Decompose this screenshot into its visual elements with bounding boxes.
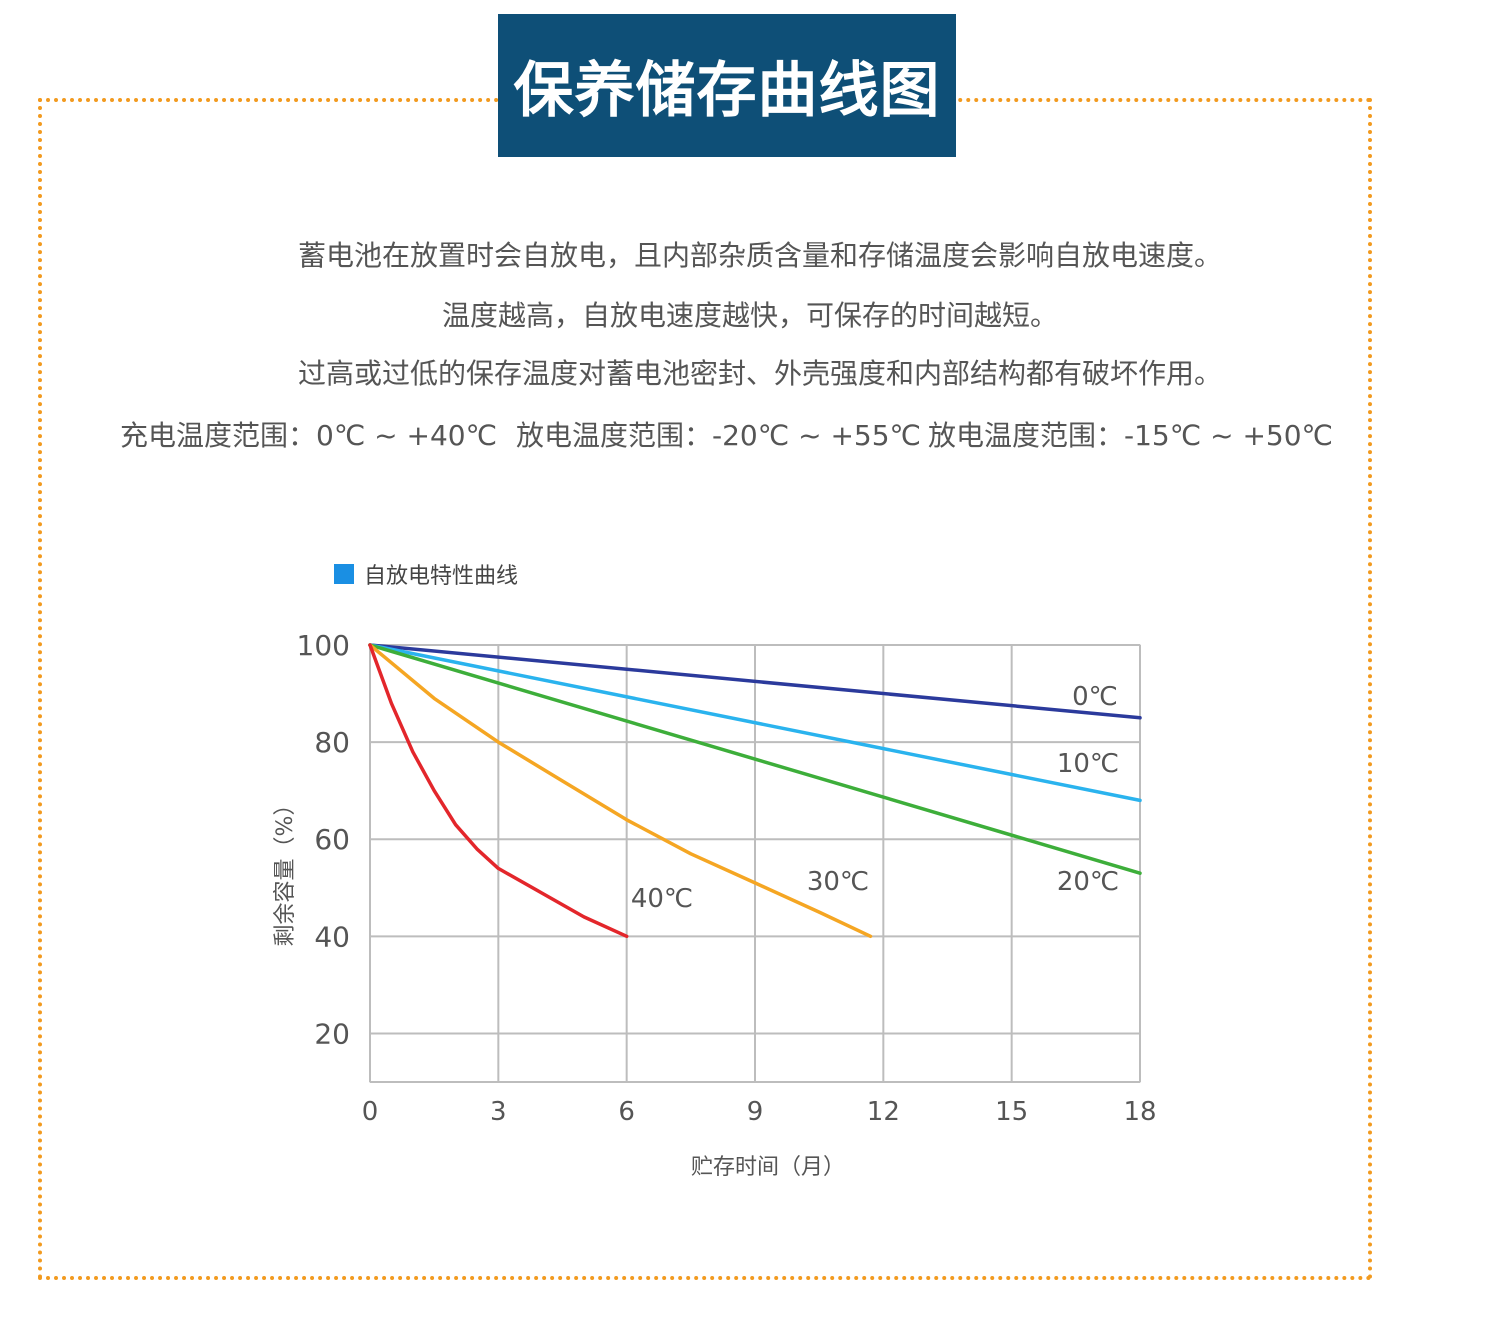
x-tick-label: 18 (1123, 1097, 1156, 1127)
x-tick-label: 12 (867, 1097, 900, 1127)
charge-range: 充电温度范围：0℃ ~ +40℃ (120, 419, 498, 452)
page-title: 保养储存曲线图 (498, 14, 956, 157)
series-line (368, 643, 629, 939)
series-line (368, 643, 1142, 875)
x-tick-label: 9 (747, 1097, 764, 1127)
description-line-3: 过高或过低的保存温度对蓄电池密封、外壳强度和内部结构都有破坏作用。 (297, 357, 1222, 390)
x-axis-label: 贮存时间（月） (691, 1155, 845, 1180)
description-line-2: 温度越高，自放电速度越快，可保存的时间越短。 (441, 299, 1058, 332)
series-label: 0℃ (1072, 682, 1118, 712)
y-tick-label: 100 (297, 629, 350, 662)
description-line-1: 蓄电池在放置时会自放电，且内部杂质含量和存储温度会影响自放电速度。 (297, 239, 1222, 272)
x-tick-label: 15 (995, 1097, 1028, 1127)
series-label: 40℃ (631, 884, 693, 914)
series-label: 10℃ (1057, 749, 1119, 779)
discharge-range-2: 放电温度范围：-15℃ ~ +50℃ (928, 419, 1333, 452)
chart-grid (369, 644, 1141, 1083)
x-tick-label: 6 (618, 1097, 635, 1127)
series-label: 20℃ (1057, 867, 1119, 897)
series-label: 30℃ (807, 867, 869, 897)
legend-label: 自放电特性曲线 (364, 564, 519, 589)
temperature-ranges: 充电温度范围：0℃ ~ +40℃ 放电温度范围：-20℃ ~ +55℃ 放电温度… (120, 414, 1333, 454)
series-line (368, 643, 1142, 803)
chart-lines: 0℃ 10℃ 20℃ 30℃ 40℃ (368, 643, 1142, 939)
discharge-range: 放电温度范围：-20℃ ~ +55℃ (516, 419, 921, 452)
y-tick-label: 80 (314, 726, 350, 759)
series-line (368, 643, 1142, 720)
chart-legend: 自放电特性曲线 (334, 560, 519, 589)
y-tick-label: 20 (314, 1017, 350, 1050)
x-tick-label: 0 (362, 1097, 379, 1127)
series-line (368, 643, 873, 939)
y-tick-label: 40 (314, 920, 350, 953)
legend-swatch (334, 564, 354, 584)
y-axis-label: 剩余容量（%） (273, 794, 298, 947)
y-tick-label: 60 (314, 823, 350, 856)
chart-ticks: 0 3 6 9 12 15 18 20 40 60 80 100 (297, 629, 1157, 1127)
x-tick-label: 3 (490, 1097, 507, 1127)
